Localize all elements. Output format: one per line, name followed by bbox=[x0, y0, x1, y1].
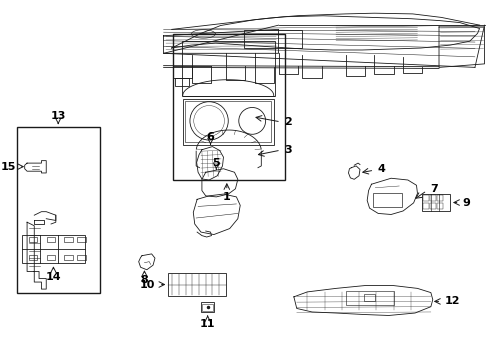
Text: 14: 14 bbox=[46, 272, 61, 282]
Text: 5: 5 bbox=[213, 158, 220, 168]
Text: 7: 7 bbox=[430, 184, 438, 194]
Bar bbox=[202, 303, 213, 311]
Bar bbox=[64, 255, 73, 260]
Bar bbox=[174, 78, 189, 86]
Bar bbox=[17, 127, 100, 293]
Bar bbox=[28, 237, 37, 242]
Bar bbox=[430, 203, 436, 209]
Bar bbox=[345, 291, 393, 305]
Bar bbox=[422, 194, 450, 211]
Bar bbox=[77, 255, 86, 260]
Bar bbox=[201, 302, 214, 312]
Bar bbox=[437, 203, 443, 209]
Text: 6: 6 bbox=[207, 132, 215, 142]
Bar bbox=[373, 193, 402, 207]
Bar bbox=[28, 255, 37, 260]
Bar bbox=[169, 273, 226, 296]
Text: 12: 12 bbox=[444, 296, 460, 306]
Bar bbox=[423, 203, 429, 209]
Bar bbox=[173, 34, 285, 180]
Text: 2: 2 bbox=[284, 117, 292, 127]
Text: 15: 15 bbox=[0, 162, 16, 172]
Text: 3: 3 bbox=[284, 145, 292, 155]
Text: 10: 10 bbox=[140, 279, 155, 289]
Bar bbox=[183, 99, 274, 145]
Bar bbox=[437, 195, 443, 202]
Bar bbox=[47, 237, 55, 242]
Text: 11: 11 bbox=[200, 319, 216, 329]
Bar bbox=[47, 255, 55, 260]
Text: 4: 4 bbox=[377, 164, 385, 174]
Bar bbox=[185, 101, 271, 142]
Bar bbox=[22, 235, 85, 264]
Bar bbox=[244, 30, 301, 48]
Bar bbox=[64, 237, 73, 242]
Bar bbox=[430, 195, 436, 202]
Text: 9: 9 bbox=[462, 198, 470, 207]
Bar bbox=[182, 41, 275, 95]
Bar bbox=[77, 237, 86, 242]
Bar bbox=[364, 294, 375, 301]
Bar bbox=[423, 195, 429, 202]
Text: 13: 13 bbox=[50, 111, 66, 121]
Text: 8: 8 bbox=[141, 275, 148, 285]
Text: 1: 1 bbox=[223, 192, 231, 202]
